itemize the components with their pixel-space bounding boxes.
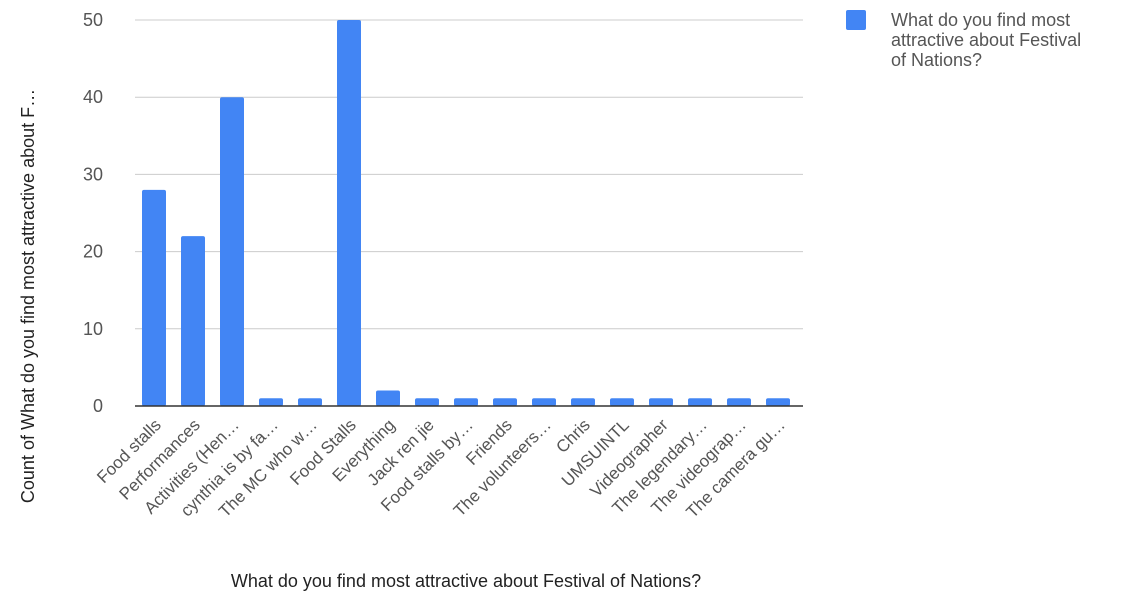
y-tick-label: 30	[83, 164, 103, 184]
bar[interactable]: Everything: 2	[376, 390, 400, 406]
y-axis-title: Count of What do you find most attractiv…	[18, 89, 38, 503]
bar[interactable]: The legendary…: 1	[688, 398, 712, 406]
bar[interactable]: The videograp…: 1	[727, 398, 751, 406]
bar[interactable]: Food stalls by…: 1	[454, 398, 478, 406]
bar[interactable]: Food Stalls: 50	[337, 20, 361, 406]
legend-label-line-1: What do you find most	[891, 10, 1070, 30]
gridlines	[135, 19, 803, 330]
bar[interactable]: Videographer: 1	[649, 398, 673, 406]
legend[interactable]: What do you find most attractive about F…	[846, 10, 1081, 70]
bar[interactable]: Friends: 1	[493, 398, 517, 406]
y-tick-label: 20	[83, 242, 103, 262]
bar[interactable]: Activities (Hen…: 40	[220, 97, 244, 406]
y-tick-label: 10	[83, 319, 103, 339]
y-tick-label: 40	[83, 87, 103, 107]
bar[interactable]: The volunteers…: 1	[532, 398, 556, 406]
y-tick-label: 0	[93, 396, 103, 416]
y-axis-ticks: 0 10 20 30 40 50	[83, 10, 103, 416]
x-axis-title: What do you find most attractive about F…	[231, 571, 701, 591]
bar[interactable]: Performances: 22	[181, 236, 205, 406]
bar[interactable]: Jack ren jie: 1	[415, 398, 439, 406]
legend-label-line-2: attractive about Festival	[891, 30, 1081, 50]
bar[interactable]: Food stalls: 28	[142, 189, 166, 406]
bars: Food stalls: 28 Performances: 22 Activitie…	[142, 20, 790, 406]
bar[interactable]: Chris: 1	[571, 398, 595, 406]
legend-swatch	[846, 10, 866, 30]
bar[interactable]: cynthia is by fa…: 1	[259, 398, 283, 406]
bar[interactable]: UMSUINTL: 1	[610, 398, 634, 406]
legend-label-line-3: of Nations?	[891, 50, 982, 70]
y-tick-label: 50	[83, 10, 103, 30]
bar[interactable]: The camera gu…: 1	[766, 398, 790, 406]
bar[interactable]: The MC who w…: 1	[298, 398, 322, 406]
